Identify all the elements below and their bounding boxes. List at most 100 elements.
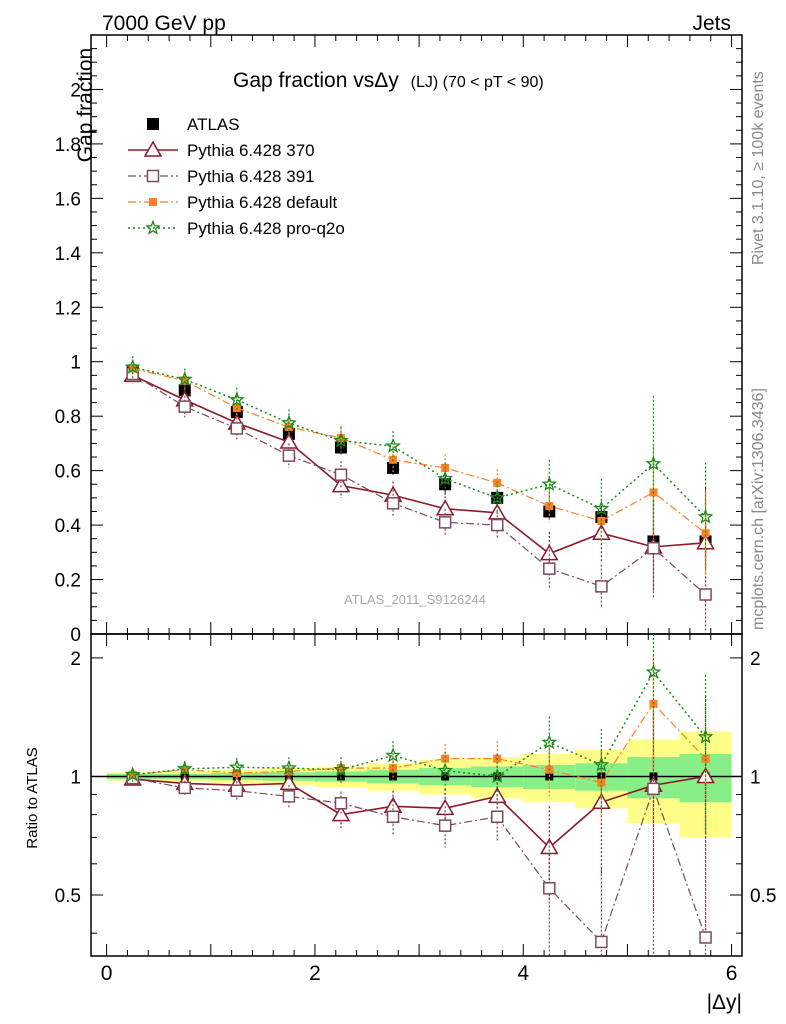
marker-small-square: [232, 769, 241, 778]
legend-label: ATLAS: [187, 115, 240, 134]
ratio-line: [132, 777, 707, 944]
ratio-y-tick-label: 0.5: [55, 886, 81, 907]
marker-star: [228, 759, 245, 775]
marker-open-square: [334, 468, 348, 481]
mcplots-reference-label: mcplots.cern.ch [arXiv:1306.3436]: [750, 388, 767, 630]
marker-open-square: [647, 541, 660, 555]
y-tick-label: 1.4: [55, 244, 82, 265]
series-pq2o: [124, 356, 714, 836]
main-title-sub: (LJ) (70 < pT < 90): [411, 74, 544, 91]
analysis-watermark: ATLAS_2011_S9126244: [344, 592, 486, 607]
marker-triangle: [435, 499, 455, 516]
marker-small-square: [701, 754, 710, 763]
marker-star: [593, 756, 610, 772]
marker-star: [385, 437, 401, 453]
marker-star: [437, 762, 454, 778]
marker-star: [228, 391, 245, 407]
marker-open-square: [334, 796, 348, 810]
series-line: [132, 367, 706, 534]
ratio-ylabel: Ratio to ATLAS: [24, 747, 41, 848]
main-title: Gap fraction vsΔy (LJ) (70 < pT < 90): [233, 69, 544, 92]
marker-open-square: [543, 882, 556, 895]
marker-open-square: [595, 935, 608, 949]
marker-star: [645, 455, 662, 471]
x-tick-label: 6: [726, 962, 738, 985]
y-tick-label: 0.8: [55, 407, 81, 428]
marker-star: [124, 358, 141, 374]
header-right-label: Jets: [692, 12, 731, 35]
marker-star: [697, 728, 714, 744]
ratio-plot-frame: [90, 633, 743, 957]
marker-small-square: [336, 764, 345, 773]
series-atlas: [126, 365, 712, 781]
marker-star: [124, 766, 141, 782]
marker-star: [281, 759, 297, 775]
marker-open-square: [595, 580, 608, 593]
series-p370: [123, 365, 715, 934]
marker-star: [281, 414, 297, 430]
marker-triangle: [331, 476, 351, 493]
marker-star: [333, 432, 349, 448]
marker-star: [145, 219, 161, 235]
y-tick-label: 1.8: [55, 135, 81, 156]
marker-open-square: [647, 782, 660, 796]
marker-star: [541, 734, 558, 750]
marker-star: [385, 747, 401, 763]
ratio-y-tick-label-right: 1: [750, 767, 761, 788]
y-tick-label: 0.2: [55, 571, 81, 592]
legend-label: Pythia 6.428 370: [187, 141, 315, 160]
series-line: [132, 374, 706, 555]
chart-series: [123, 356, 715, 956]
legend-item-atlas: ATLAS: [147, 115, 240, 134]
legend-label: Pythia 6.428 391: [187, 167, 315, 186]
chart-legend: ATLAS Pythia 6.428 370 Pythia 6.428 391 Pyt…: [128, 115, 345, 238]
marker-open-square: [282, 449, 296, 462]
marker-small-square: [336, 433, 345, 442]
marker-small-square: [336, 772, 345, 781]
marker-small-square: [545, 502, 554, 511]
marker-star: [645, 663, 662, 679]
marker-star: [697, 508, 714, 524]
legend-item-p391: Pythia 6.428 391: [128, 167, 315, 186]
marker-open-square: [699, 931, 712, 944]
marker-open-square: [386, 810, 400, 824]
marker-star: [176, 760, 193, 776]
ratio-y-tick-label-right: 2: [750, 649, 761, 670]
marker-triangle: [540, 544, 559, 561]
y-tick-label: 0.4: [55, 516, 82, 537]
series-line: [132, 366, 707, 518]
marker-small-square: [389, 764, 398, 773]
legend-label: Pythia 6.428 default: [187, 193, 338, 212]
marker-small-square: [701, 529, 710, 538]
y-tick-label: 1: [70, 353, 81, 374]
ratio-y-tick-label: 2: [70, 649, 81, 670]
marker-open-square: [178, 400, 191, 413]
y-tick-label: 1.6: [55, 189, 81, 210]
marker-triangle: [143, 140, 163, 157]
marker-open-square: [438, 516, 452, 529]
main-title-main: Gap fraction vsΔy: [233, 69, 399, 92]
y-tick-label: 1.2: [55, 298, 81, 319]
y-tick-label: 0: [70, 625, 81, 646]
marker-star: [176, 371, 193, 387]
marker-small-square: [441, 754, 450, 763]
marker-star: [489, 489, 506, 505]
ratio-y-tick-label-right: 0.5: [750, 886, 776, 907]
legend-item-pdef: Pythia 6.428 default: [128, 193, 338, 212]
legend-item-pq2o: Pythia 6.428 pro-q2o: [128, 219, 345, 238]
x-axis-label: |Δy|: [707, 991, 742, 1014]
header-left-label: 7000 GeV pp: [102, 12, 226, 35]
marker-star: [437, 470, 453, 486]
marker-open-square: [386, 497, 400, 510]
x-tick-label: 0: [101, 962, 113, 985]
x-tick-label: 2: [309, 962, 321, 985]
marker-open-square: [230, 422, 244, 435]
series-p391: [126, 365, 712, 956]
rivet-version-label: Rivet 3.1.10, ≥ 100k events: [750, 71, 767, 265]
series-line: [132, 373, 706, 595]
x-tick-label: 4: [517, 962, 529, 985]
marker-open-square: [490, 518, 504, 532]
marker-open-square: [543, 562, 556, 575]
marker-small-square: [597, 517, 606, 526]
